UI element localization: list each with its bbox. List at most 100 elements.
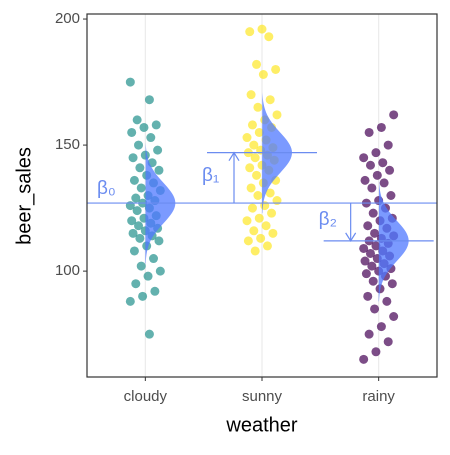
x-tick-label: rainy	[362, 388, 395, 405]
point	[371, 241, 381, 251]
point	[249, 226, 259, 236]
point	[154, 165, 164, 175]
point	[134, 140, 144, 150]
point	[135, 163, 145, 173]
point	[265, 188, 275, 198]
point	[128, 228, 138, 238]
point	[360, 256, 370, 266]
point	[389, 312, 399, 321]
y-axis-title: beer_sales	[13, 147, 35, 245]
point	[359, 354, 369, 364]
point	[260, 201, 270, 211]
point	[242, 216, 252, 226]
point	[271, 64, 281, 74]
annotation: β₂	[319, 209, 337, 230]
point	[153, 145, 163, 155]
point	[155, 266, 165, 276]
annotation: β₀	[97, 178, 116, 199]
point	[144, 95, 154, 105]
point	[150, 286, 160, 296]
point	[246, 183, 256, 193]
point	[386, 191, 396, 200]
point	[370, 304, 380, 314]
point	[136, 183, 146, 193]
point	[387, 279, 397, 289]
point	[253, 191, 263, 200]
plot-border	[86, 13, 438, 378]
point	[267, 208, 277, 218]
point	[361, 269, 371, 279]
y-tick-label: 100	[55, 262, 80, 279]
point	[127, 127, 137, 137]
point	[359, 153, 369, 163]
point	[378, 158, 388, 168]
point	[385, 165, 395, 175]
point	[245, 163, 255, 173]
point	[140, 150, 150, 160]
point	[382, 296, 392, 306]
point	[136, 261, 146, 271]
point	[134, 221, 144, 231]
y-tick-label: 150	[55, 136, 80, 153]
point	[367, 261, 377, 271]
point	[245, 27, 255, 37]
point	[143, 271, 153, 281]
point	[131, 193, 141, 203]
point	[149, 254, 159, 264]
arrow-head	[228, 151, 240, 161]
point	[247, 120, 257, 130]
point	[252, 59, 262, 69]
point	[360, 175, 370, 185]
x-tick-label: cloudy	[124, 388, 168, 405]
point	[370, 228, 380, 238]
point	[272, 110, 282, 120]
point	[363, 221, 373, 231]
point	[364, 329, 374, 339]
point	[256, 233, 266, 243]
point	[383, 337, 393, 347]
point	[268, 228, 278, 238]
point	[389, 110, 399, 120]
point	[254, 127, 264, 137]
point	[364, 127, 374, 137]
point	[376, 322, 386, 332]
point	[129, 175, 139, 185]
point	[138, 291, 148, 301]
point	[154, 236, 164, 246]
point	[243, 236, 253, 246]
point	[146, 133, 156, 143]
x-axis-title: weather	[225, 414, 297, 436]
point	[125, 77, 135, 87]
y-tick-label: 200	[55, 10, 80, 27]
point	[264, 32, 274, 42]
point	[250, 246, 260, 256]
point	[254, 213, 264, 223]
point	[359, 243, 369, 253]
point	[129, 246, 139, 256]
point	[144, 329, 154, 339]
point	[135, 233, 145, 243]
point	[265, 95, 275, 105]
point	[383, 140, 393, 150]
point	[257, 24, 267, 34]
point	[132, 115, 142, 125]
point	[139, 122, 149, 132]
point	[247, 203, 257, 213]
point	[261, 221, 271, 231]
point	[151, 120, 161, 130]
point	[272, 196, 282, 206]
point	[125, 296, 135, 306]
point	[368, 208, 378, 218]
point	[250, 153, 260, 163]
point	[258, 70, 268, 79]
arrow-head	[345, 232, 357, 243]
point	[253, 102, 263, 112]
point	[128, 153, 138, 163]
point	[371, 148, 381, 158]
point	[242, 133, 252, 143]
point	[367, 183, 377, 193]
point	[368, 276, 378, 286]
point	[127, 216, 137, 226]
x-tick-label: sunny	[242, 388, 283, 405]
